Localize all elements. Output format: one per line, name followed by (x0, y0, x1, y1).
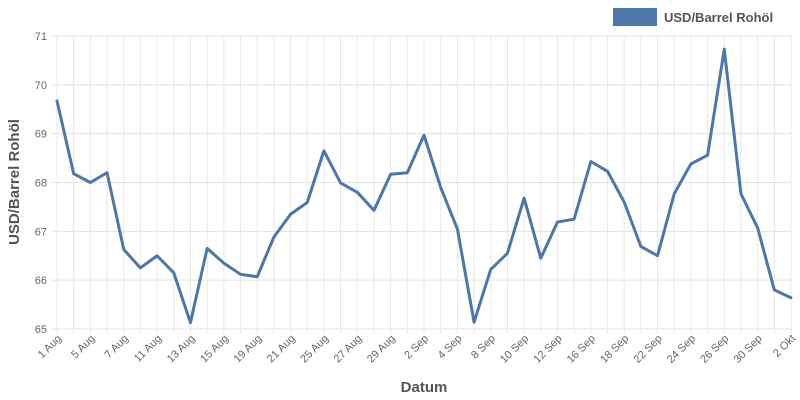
y-tick-label: 68 (35, 178, 47, 190)
data-point (672, 192, 676, 196)
x-tick-label: 10 Sep (498, 333, 531, 366)
x-tick-label: 22 Sep (632, 333, 665, 366)
x-tick-label: 12 Sep (531, 333, 564, 366)
data-point (522, 196, 526, 200)
data-point (222, 261, 226, 265)
data-point (422, 133, 426, 137)
data-point (639, 244, 643, 248)
y-axis-title: USD/Barrel Rohöl (6, 119, 23, 245)
data-point (656, 254, 660, 258)
x-tick-label: 19 Aug (232, 333, 265, 366)
data-point (239, 272, 243, 276)
y-tick-label: 66 (35, 275, 47, 287)
legend[interactable]: USD/Barrel Rohöl (613, 8, 773, 26)
data-point (138, 266, 142, 270)
data-point (355, 190, 359, 194)
data-point (389, 172, 393, 176)
x-tick-label: 26 Sep (698, 333, 731, 366)
data-point (572, 217, 576, 221)
data-point (772, 288, 776, 292)
data-point (88, 181, 92, 185)
data-point (756, 226, 760, 230)
data-point (789, 296, 793, 300)
grid-lines (52, 35, 792, 334)
data-point (505, 251, 509, 255)
legend-swatch (613, 8, 657, 26)
series-line-crude-oil (55, 47, 793, 325)
data-point (155, 254, 159, 258)
data-point (255, 275, 259, 279)
x-tick-label: 2 Okt (771, 333, 798, 360)
x-tick-label: 29 Aug (365, 333, 398, 366)
y-tick-label: 70 (35, 80, 47, 92)
data-point (622, 200, 626, 204)
y-tick-label: 67 (35, 226, 47, 238)
x-tick-label: 11 Aug (132, 333, 164, 365)
legend-label: USD/Barrel Rohöl (664, 10, 773, 25)
data-point (122, 247, 126, 251)
data-point (272, 235, 276, 239)
data-point (339, 181, 343, 185)
data-point (706, 153, 710, 157)
data-point (205, 246, 209, 250)
data-point (372, 208, 376, 212)
y-axis-ticks: 65 66 67 68 69 70 71 (35, 31, 47, 336)
data-point (489, 267, 493, 271)
y-tick-label: 65 (35, 324, 47, 336)
x-tick-label: 25 Aug (298, 333, 331, 366)
x-tick-label: 5 Aug (69, 333, 97, 361)
data-point (722, 47, 726, 51)
y-tick-label: 71 (35, 31, 47, 43)
x-tick-label: 7 Aug (102, 333, 130, 361)
x-tick-label: 4 Sep (436, 333, 465, 362)
data-point (589, 160, 593, 164)
y-tick-label: 69 (35, 129, 47, 141)
x-tick-label: 18 Sep (598, 333, 631, 366)
x-axis-title: Datum (401, 379, 448, 396)
data-point (188, 321, 192, 325)
x-tick-label: 13 Aug (165, 333, 198, 366)
data-point (539, 256, 543, 260)
data-point (305, 201, 309, 205)
data-point (455, 227, 459, 231)
data-point (72, 172, 76, 176)
x-tick-label: 21 Aug (265, 333, 298, 366)
data-point (172, 271, 176, 275)
x-tick-label: 30 Sep (732, 333, 765, 366)
x-tick-label: 27 Aug (332, 333, 365, 366)
x-tick-label: 1 Aug (36, 333, 64, 361)
x-tick-label: 15 Aug (198, 333, 231, 366)
x-tick-label: 24 Sep (665, 333, 698, 366)
data-point (739, 192, 743, 196)
data-point (689, 162, 693, 166)
x-tick-label: 8 Sep (469, 333, 498, 362)
data-point (55, 99, 59, 103)
x-tick-label: 2 Sep (402, 333, 431, 362)
data-point (606, 169, 610, 173)
x-tick-label: 16 Sep (565, 333, 598, 366)
data-point (322, 149, 326, 153)
data-point (472, 320, 476, 324)
data-point (105, 171, 109, 175)
data-point (289, 212, 293, 216)
data-point (439, 185, 443, 189)
data-point (405, 171, 409, 175)
x-axis-ticks: 1 Aug 5 Aug 7 Aug 11 Aug 13 Aug 15 Aug 19 Aug 2… (36, 333, 798, 366)
data-point (555, 220, 559, 224)
